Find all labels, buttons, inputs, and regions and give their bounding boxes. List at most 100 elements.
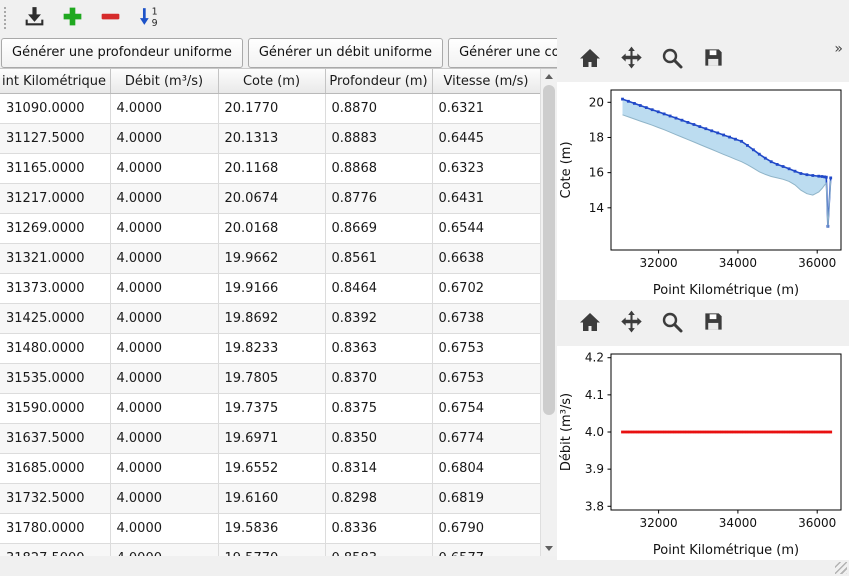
- table-cell[interactable]: 4.0000: [110, 303, 219, 334]
- table-cell[interactable]: 20.0168: [218, 213, 326, 244]
- table-cell[interactable]: 31780.0000: [0, 513, 111, 544]
- home-button[interactable]: [575, 44, 605, 74]
- table-cell[interactable]: 0.6431: [432, 183, 541, 214]
- table-cell[interactable]: 31217.0000: [0, 183, 111, 214]
- table-cell[interactable]: 31685.0000: [0, 453, 111, 484]
- remove-row-button[interactable]: [95, 3, 125, 33]
- column-header[interactable]: Vitesse (m/s): [432, 69, 541, 94]
- table-cell[interactable]: 31321.0000: [0, 243, 111, 274]
- table-cell[interactable]: 0.6790: [432, 513, 541, 544]
- table-cell[interactable]: 0.8561: [325, 243, 433, 274]
- table-cell[interactable]: 0.6702: [432, 273, 541, 304]
- table-cell[interactable]: 4.0000: [110, 273, 219, 304]
- table-cell[interactable]: 31090.0000: [0, 93, 111, 124]
- table-cell[interactable]: 19.6552: [218, 453, 326, 484]
- toolbar-grip[interactable]: [4, 7, 9, 29]
- table-cell[interactable]: 0.6774: [432, 423, 541, 454]
- table-cell[interactable]: 19.9662: [218, 243, 326, 274]
- table-cell[interactable]: 0.8350: [325, 423, 433, 454]
- table-cell[interactable]: 0.8868: [325, 153, 433, 184]
- table-cell[interactable]: 20.0674: [218, 183, 326, 214]
- table-cell[interactable]: 0.6804: [432, 453, 541, 484]
- table-cell[interactable]: 31373.0000: [0, 273, 111, 304]
- table-cell[interactable]: 4.0000: [110, 123, 219, 154]
- pan-button[interactable]: [616, 44, 646, 74]
- pan-button[interactable]: [616, 308, 646, 338]
- table-cell[interactable]: 0.6544: [432, 213, 541, 244]
- table-cell[interactable]: 0.6321: [432, 93, 541, 124]
- table-cell[interactable]: 0.6753: [432, 333, 541, 364]
- debit-chart[interactable]: 32000 34000 36000 3.8 3.9 4.0 4.1 4.2 Point Kilo…: [557, 346, 849, 560]
- home-button[interactable]: [575, 308, 605, 338]
- table-cell[interactable]: 0.6754: [432, 393, 541, 424]
- toolbar-overflow-chevron[interactable]: »: [834, 41, 843, 57]
- table-cell[interactable]: 0.6753: [432, 363, 541, 394]
- table-cell[interactable]: 0.8669: [325, 213, 433, 244]
- column-header[interactable]: Cote (m): [218, 69, 326, 94]
- table-cell[interactable]: 31127.5000: [0, 123, 111, 154]
- table-cell[interactable]: 31637.5000: [0, 423, 111, 454]
- scroll-up-button[interactable]: [541, 69, 557, 84]
- table-cell[interactable]: 0.8776: [325, 183, 433, 214]
- zoom-button[interactable]: [657, 308, 687, 338]
- table-cell[interactable]: 4.0000: [110, 423, 219, 454]
- table-cell[interactable]: 0.8583: [325, 543, 433, 556]
- import-button[interactable]: [19, 3, 49, 33]
- cote-profile-chart[interactable]: 32000 34000 36000 14 16 18 20 Point Kilométriqu…: [557, 82, 849, 300]
- table-cell[interactable]: 19.8692: [218, 303, 326, 334]
- table-cell[interactable]: 20.1313: [218, 123, 326, 154]
- save-figure-button[interactable]: [698, 308, 728, 338]
- table-cell[interactable]: 4.0000: [110, 483, 219, 514]
- table-scrollbar[interactable]: [540, 69, 557, 556]
- generate-depth-button[interactable]: Générer une profondeur uniforme: [1, 38, 243, 68]
- table-cell[interactable]: 4.0000: [110, 153, 219, 184]
- table-cell[interactable]: 0.8298: [325, 483, 433, 514]
- table-cell[interactable]: 31535.0000: [0, 363, 111, 394]
- table-cell[interactable]: 31269.0000: [0, 213, 111, 244]
- add-row-button[interactable]: [57, 3, 87, 33]
- generate-flow-button[interactable]: Générer un débit uniforme: [247, 38, 444, 68]
- table-cell[interactable]: 0.8370: [325, 363, 433, 394]
- table-cell[interactable]: 19.8233: [218, 333, 326, 364]
- table-cell[interactable]: 0.6577: [432, 543, 541, 556]
- table-cell[interactable]: 31165.0000: [0, 153, 111, 184]
- table-cell[interactable]: 4.0000: [110, 213, 219, 244]
- table-cell[interactable]: 4.0000: [110, 363, 219, 394]
- sort-button[interactable]: 1 9: [133, 3, 163, 33]
- table-cell[interactable]: 31732.5000: [0, 483, 111, 514]
- table-cell[interactable]: 0.8870: [325, 93, 433, 124]
- table-cell[interactable]: 20.1770: [218, 93, 326, 124]
- table-cell[interactable]: 0.8336: [325, 513, 433, 544]
- column-header[interactable]: int Kilométrique (: [0, 69, 111, 94]
- table-cell[interactable]: 31827.5000: [0, 543, 111, 556]
- table-cell[interactable]: 4.0000: [110, 183, 219, 214]
- resize-grip[interactable]: [835, 562, 847, 574]
- column-header[interactable]: Profondeur (m): [325, 69, 433, 94]
- save-figure-button[interactable]: [698, 44, 728, 74]
- table-cell[interactable]: 19.5836: [218, 513, 326, 544]
- table-cell[interactable]: 4.0000: [110, 243, 219, 274]
- table-cell[interactable]: 19.7375: [218, 393, 326, 424]
- table-cell[interactable]: 19.7805: [218, 363, 326, 394]
- scroll-down-button[interactable]: [541, 541, 557, 556]
- table-cell[interactable]: 0.6445: [432, 123, 541, 154]
- table-cell[interactable]: 31425.0000: [0, 303, 111, 334]
- table-cell[interactable]: 4.0000: [110, 333, 219, 364]
- table-cell[interactable]: 19.9166: [218, 273, 326, 304]
- table-cell[interactable]: 0.8314: [325, 453, 433, 484]
- table-cell[interactable]: 0.6638: [432, 243, 541, 274]
- table-cell[interactable]: 0.8464: [325, 273, 433, 304]
- column-header[interactable]: Débit (m³/s): [110, 69, 219, 94]
- table-cell[interactable]: 31590.0000: [0, 393, 111, 424]
- table-cell[interactable]: 19.5770: [218, 543, 326, 556]
- table-cell[interactable]: 31480.0000: [0, 333, 111, 364]
- table-cell[interactable]: 19.6971: [218, 423, 326, 454]
- table-cell[interactable]: 4.0000: [110, 513, 219, 544]
- table-cell[interactable]: 4.0000: [110, 453, 219, 484]
- table-cell[interactable]: 0.6323: [432, 153, 541, 184]
- zoom-button[interactable]: [657, 44, 687, 74]
- table-cell[interactable]: 0.6738: [432, 303, 541, 334]
- table-cell[interactable]: 0.8375: [325, 393, 433, 424]
- table-cell[interactable]: 0.8363: [325, 333, 433, 364]
- table-cell[interactable]: 4.0000: [110, 393, 219, 424]
